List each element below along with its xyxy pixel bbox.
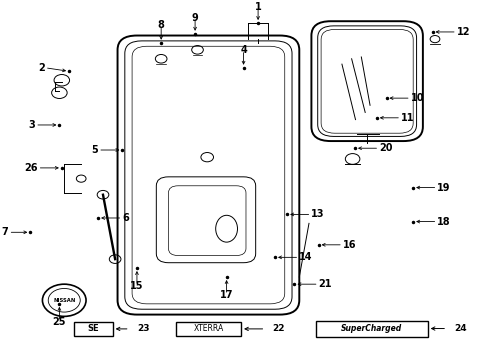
Text: 11: 11 bbox=[400, 113, 414, 123]
Text: 18: 18 bbox=[437, 217, 450, 226]
Text: 5: 5 bbox=[91, 145, 98, 155]
Text: 16: 16 bbox=[342, 240, 356, 250]
Text: 4: 4 bbox=[240, 45, 246, 55]
Text: 14: 14 bbox=[299, 252, 312, 262]
Text: 6: 6 bbox=[122, 213, 129, 223]
Bar bbox=[74, 322, 112, 336]
Text: 17: 17 bbox=[220, 290, 233, 300]
Text: 12: 12 bbox=[456, 27, 469, 37]
Text: 8: 8 bbox=[158, 20, 164, 30]
Text: 23: 23 bbox=[137, 324, 149, 333]
Text: 21: 21 bbox=[318, 279, 331, 289]
Text: 20: 20 bbox=[379, 143, 392, 153]
Text: 3: 3 bbox=[28, 120, 35, 130]
Text: XTERRA: XTERRA bbox=[193, 324, 223, 333]
Text: 2: 2 bbox=[38, 63, 45, 73]
Text: 1: 1 bbox=[254, 2, 261, 12]
Text: 15: 15 bbox=[130, 281, 143, 291]
Text: SuperCharged: SuperCharged bbox=[341, 324, 402, 333]
Text: 24: 24 bbox=[453, 324, 466, 333]
Text: SE: SE bbox=[87, 324, 99, 333]
Text: 7: 7 bbox=[2, 227, 8, 237]
Text: NISSAN: NISSAN bbox=[53, 298, 75, 303]
Text: 25: 25 bbox=[53, 317, 66, 327]
Bar bbox=[175, 322, 241, 336]
Text: 26: 26 bbox=[24, 163, 38, 173]
Text: 22: 22 bbox=[272, 324, 285, 333]
Text: 10: 10 bbox=[410, 93, 424, 103]
Text: 19: 19 bbox=[437, 183, 450, 193]
Bar bbox=[316, 321, 427, 337]
Text: 13: 13 bbox=[311, 210, 324, 219]
Text: 9: 9 bbox=[191, 13, 198, 23]
